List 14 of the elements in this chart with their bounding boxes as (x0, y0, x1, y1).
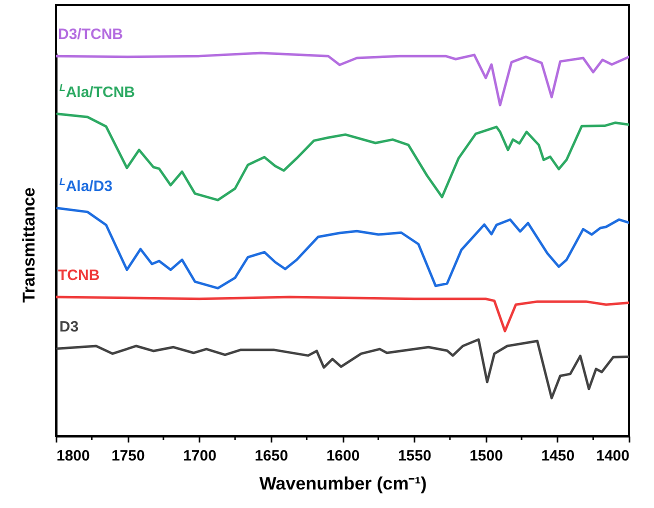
series-label: TCNB (58, 266, 100, 284)
x-tick-label: 1800 (56, 448, 90, 464)
x-tick-label: 1650 (254, 448, 288, 464)
x-tick-label: 1750 (111, 448, 145, 464)
x-tick-label: 1400 (596, 448, 630, 464)
series-label: D3/TCNB (58, 26, 124, 44)
x-tick-label: 1500 (470, 448, 503, 464)
x-tick-label: 1550 (398, 448, 432, 464)
y-axis-title: Transmittance (20, 187, 38, 303)
x-tick-label: 1600 (326, 448, 360, 464)
x-axis-title: Wavenumber (cm⁻¹) (259, 474, 427, 494)
x-tick-label: 1450 (541, 448, 575, 464)
series-label: D3 (59, 318, 79, 336)
x-tick-label: 1700 (183, 448, 216, 464)
